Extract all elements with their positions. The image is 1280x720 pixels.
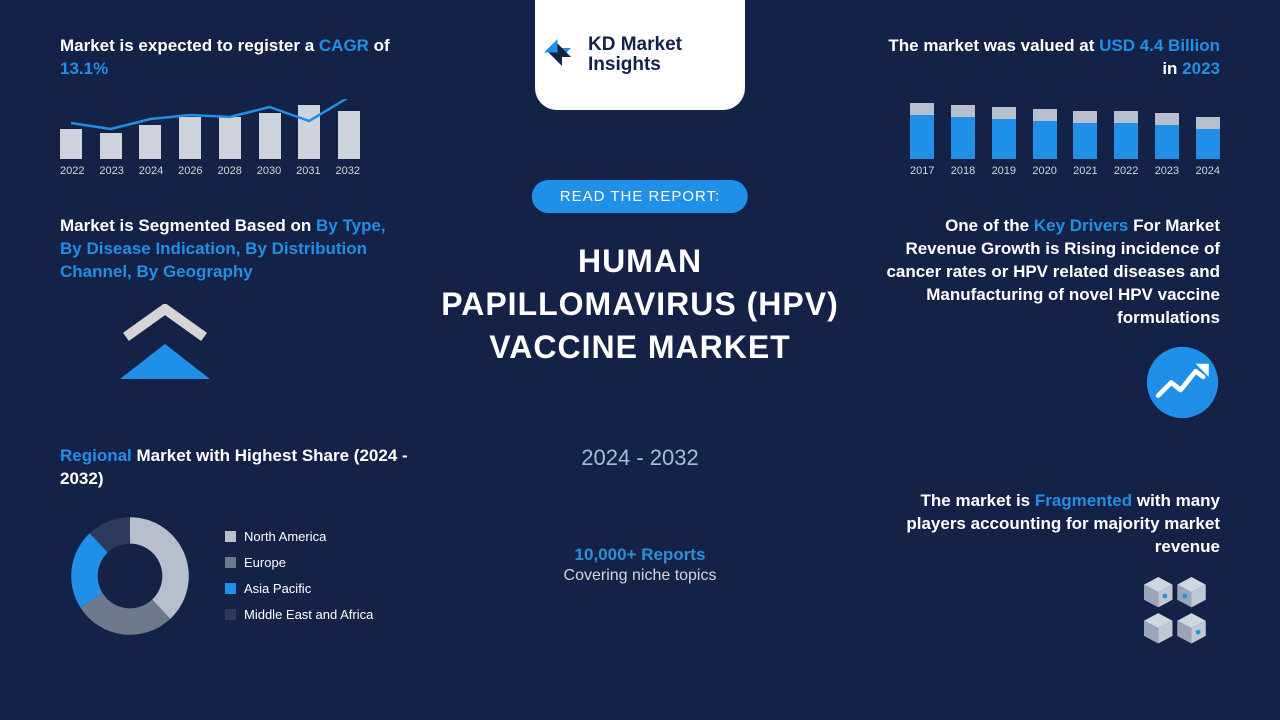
fragmented-hl: Fragmented [1035, 491, 1132, 510]
valued-year-label: 2021 [1073, 165, 1097, 177]
fragmented-block: The market is Fragmented with many playe… [870, 490, 1220, 658]
legend-swatch [225, 557, 236, 568]
valued-year-label: 2023 [1155, 165, 1179, 177]
logo-text: KD Market Insights [588, 35, 745, 75]
valued-year-label: 2022 [1114, 165, 1138, 177]
valued-bar [1073, 99, 1097, 159]
valued-bar [1155, 99, 1179, 159]
valued-year-label: 2019 [992, 165, 1016, 177]
regional-donut-chart [60, 506, 200, 646]
logo-mark-icon [535, 30, 580, 80]
year-range: 2024 - 2032 [581, 445, 698, 471]
logo-card: KD Market Insights [535, 0, 745, 110]
valued-text: The market was valued at USD 4.4 Billion… [870, 35, 1220, 81]
legend-label: Asia Pacific [244, 576, 311, 602]
cagr-prefix: Market is expected to register a [60, 36, 319, 55]
drivers-hl: Key Drivers [1034, 216, 1129, 235]
fragmented-p1: The market is [921, 491, 1035, 510]
cagr-bar [338, 111, 360, 159]
cagr-year-label: 2023 [99, 165, 123, 177]
regional-text: Regional Market with Highest Share (2024… [60, 445, 410, 491]
valued-year-label: 2017 [910, 165, 934, 177]
legend-swatch [225, 583, 236, 594]
legend-item: Europe [225, 550, 373, 576]
segment-prefix: Market is Segmented Based on [60, 216, 316, 235]
cagr-hl2: 13.1% [60, 59, 108, 78]
valued-mid: in [1162, 59, 1182, 78]
cagr-year-label: 2030 [257, 165, 281, 177]
valued-hl2: 2023 [1182, 59, 1220, 78]
cagr-year-label: 2024 [139, 165, 163, 177]
valued-chart: 2017 2018 2019 2020 2021 2022 2023 2024 [910, 99, 1220, 177]
valued-year-label: 2020 [1032, 165, 1056, 177]
legend-item: Asia Pacific [225, 576, 373, 602]
page-title: HUMAN PAPILLOMAVIRUS (HPV) VACCINE MARKE… [430, 240, 850, 370]
valued-bar [951, 99, 975, 159]
regional-block: Regional Market with Highest Share (2024… [60, 445, 410, 646]
valued-bar [992, 99, 1016, 159]
legend-swatch [225, 531, 236, 542]
read-report-pill: READ THE REPORT: [532, 180, 748, 213]
reports-number: 10,000+ Reports [564, 545, 717, 565]
valued-year-label: 2024 [1195, 165, 1219, 177]
cagr-hl1: CAGR [319, 36, 369, 55]
cagr-bar [259, 113, 281, 159]
growth-trend-icon [1145, 345, 1220, 420]
valued-block: The market was valued at USD 4.4 Billion… [870, 35, 1220, 177]
cagr-chart: 2022 2023 2024 2026 2028 2030 2031 2032 [60, 99, 360, 177]
cagr-bar [219, 117, 241, 159]
reports-sub: Covering niche topics [564, 567, 717, 585]
valued-bar [1033, 99, 1057, 159]
legend-label: Middle East and Africa [244, 602, 373, 628]
valued-prefix: The market was valued at [888, 36, 1099, 55]
fragmented-text: The market is Fragmented with many playe… [870, 490, 1220, 559]
regional-hl: Regional [60, 446, 132, 465]
cubes-icon [1125, 577, 1220, 658]
valued-hl1: USD 4.4 Billion [1099, 36, 1220, 55]
segment-block: Market is Segmented Based on By Type, By… [60, 215, 410, 389]
legend-item: Middle East and Africa [225, 602, 373, 628]
valued-bar [1196, 99, 1220, 159]
legend-swatch [225, 609, 236, 620]
cagr-bar [60, 129, 82, 159]
legend-item: North America [225, 524, 373, 550]
cagr-mid: of [369, 36, 390, 55]
cagr-year-label: 2026 [178, 165, 202, 177]
cagr-bar [298, 105, 320, 159]
reports-count: 10,000+ Reports Covering niche topics [564, 545, 717, 585]
cagr-year-label: 2032 [336, 165, 360, 177]
valued-bar [1114, 99, 1138, 159]
cagr-year-label: 2022 [60, 165, 84, 177]
cagr-text: Market is expected to register a CAGR of… [60, 35, 410, 81]
valued-bar [910, 99, 934, 159]
drivers-text: One of the Key Drivers For Market Revenu… [870, 215, 1220, 330]
cagr-year-label: 2028 [217, 165, 241, 177]
cagr-bar [179, 117, 201, 159]
legend-label: Europe [244, 550, 286, 576]
regional-legend: North AmericaEuropeAsia PacificMiddle Ea… [225, 524, 373, 628]
cagr-block: Market is expected to register a CAGR of… [60, 35, 410, 177]
cagr-bar [100, 133, 122, 159]
segment-arrow-icon [110, 304, 410, 389]
segment-text: Market is Segmented Based on By Type, By… [60, 215, 410, 284]
legend-label: North America [244, 524, 326, 550]
valued-year-label: 2018 [951, 165, 975, 177]
cagr-bar [139, 125, 161, 159]
cagr-year-label: 2031 [296, 165, 320, 177]
drivers-block: One of the Key Drivers For Market Revenu… [870, 215, 1220, 420]
drivers-p1: One of the [945, 216, 1034, 235]
